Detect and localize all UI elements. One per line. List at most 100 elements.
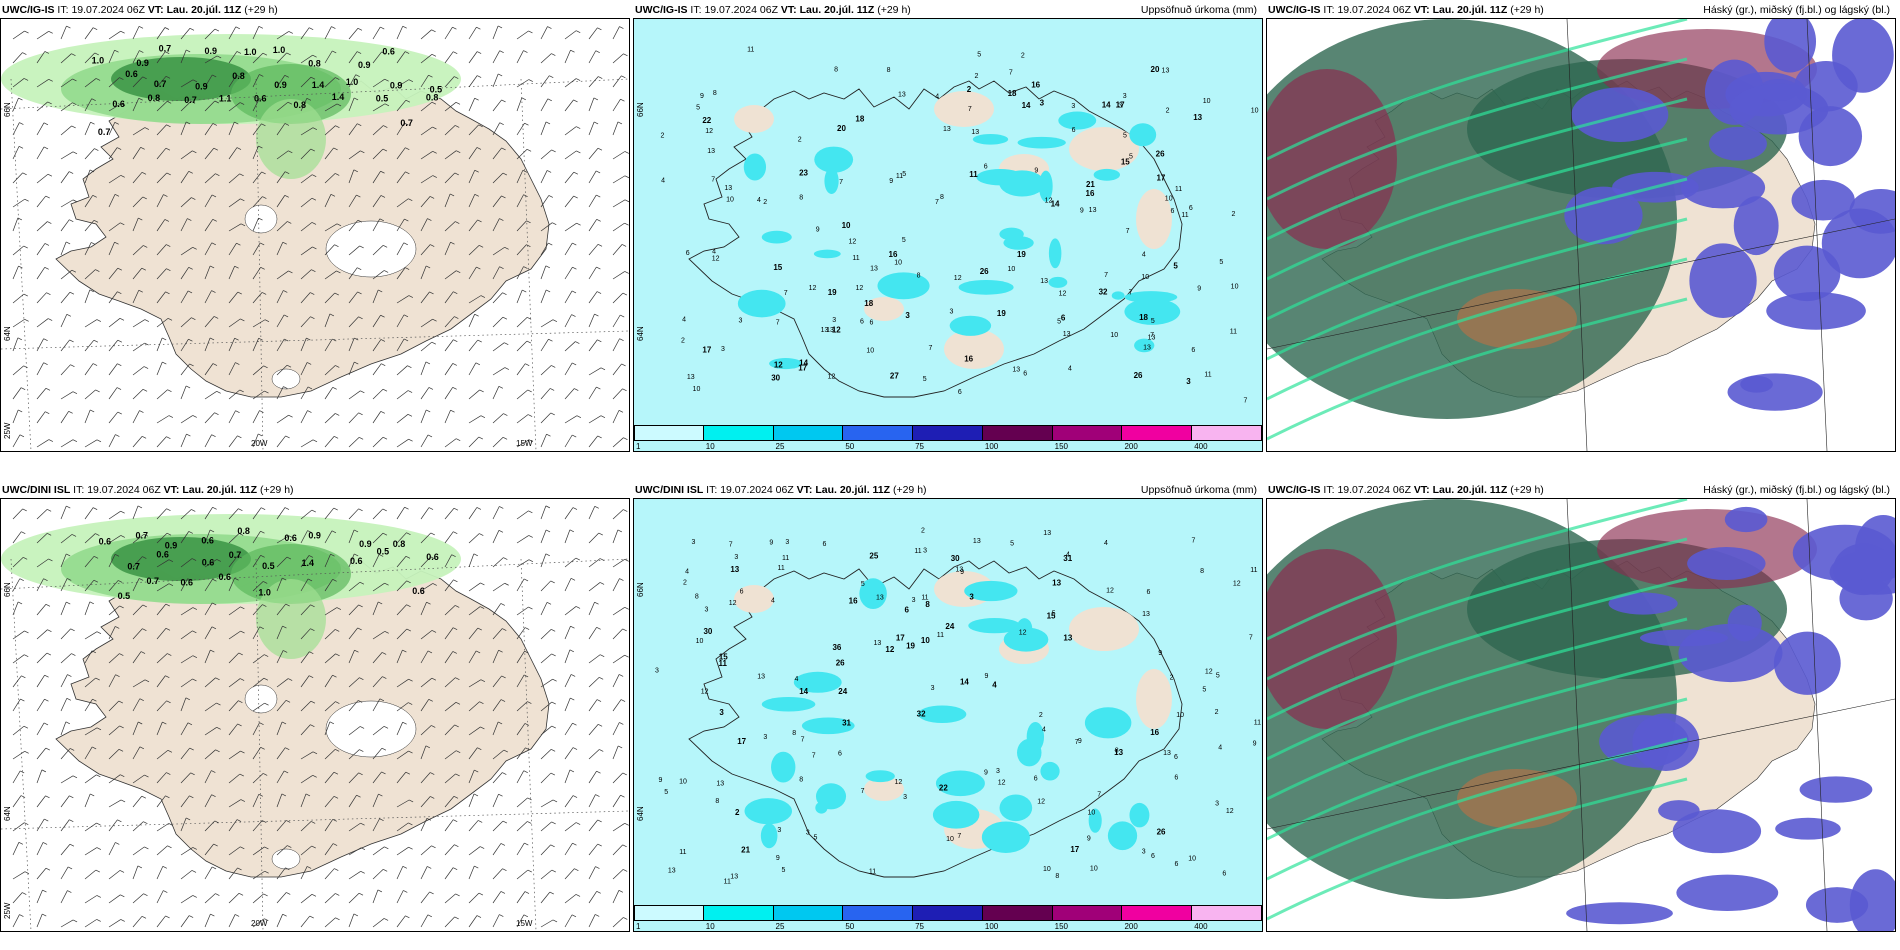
map-area: 1.0 0.9 0.7 0.9 1.0 1.0 0.8 0.9 0.6 0.5 0.6 0.7 0.9 0… — [0, 18, 630, 452]
colorbar-label: 1 — [636, 922, 641, 931]
precip-value-label: 13 — [1063, 633, 1072, 642]
latitude-label: 64N — [636, 806, 645, 821]
svg-text:5: 5 — [1052, 610, 1056, 617]
svg-text:10: 10 — [1251, 108, 1259, 115]
colorbar-swatch — [982, 905, 1053, 921]
coastline — [688, 80, 1183, 398]
colorbar-swatch — [1052, 905, 1123, 921]
svg-text:13: 13 — [1040, 278, 1048, 285]
model-name: UWC/DINI ISL — [2, 484, 71, 496]
precip-value-label: 13 — [1052, 579, 1061, 588]
svg-text:5: 5 — [1151, 318, 1155, 325]
colorbar-swatch — [703, 905, 774, 921]
svg-text:8: 8 — [940, 194, 944, 201]
svg-text:3: 3 — [1123, 93, 1127, 100]
precip-value-label: 0.6 — [112, 99, 125, 109]
it-value: 19.07.2024 06Z — [71, 4, 145, 16]
precip-value-label: 22 — [939, 783, 948, 792]
svg-text:6: 6 — [740, 589, 744, 596]
glacier — [244, 684, 278, 714]
graticule — [1, 558, 629, 931]
precip-value-label: 3 — [969, 592, 974, 601]
it-label: IT: — [1323, 484, 1335, 496]
svg-text:11: 11 — [747, 46, 754, 53]
svg-text:2: 2 — [1166, 108, 1170, 115]
svg-text:3: 3 — [1215, 800, 1219, 807]
graticule — [1267, 499, 1895, 931]
coastline — [688, 560, 1183, 878]
svg-text:7: 7 — [801, 736, 805, 743]
svg-text:11: 11 — [921, 595, 928, 602]
svg-text:2: 2 — [974, 73, 978, 80]
colorbar-label: 10 — [705, 922, 715, 931]
precip-value-label: 18 — [1008, 89, 1017, 98]
svg-text:6: 6 — [984, 164, 988, 171]
svg-text:6: 6 — [1147, 589, 1151, 596]
svg-text:7: 7 — [711, 176, 715, 183]
longitude-label: 20W — [251, 919, 268, 928]
precip-value-label: 0.9 — [390, 81, 403, 91]
svg-text:13: 13 — [955, 567, 963, 574]
precip-value-label: 11 — [969, 170, 978, 179]
model-name: UWC/IG-IS — [1268, 4, 1321, 16]
precip-value-label: 13 — [730, 565, 739, 574]
precip-value-label: 0.6 — [201, 536, 214, 546]
latitude-label: 25W — [3, 902, 12, 919]
svg-text:4: 4 — [685, 568, 689, 575]
panel-header: UWC/IG-IS IT: 19.07.2024 06Z VT: Lau. 20… — [1268, 484, 1892, 498]
svg-text:9: 9 — [1158, 650, 1162, 657]
precip-value-label: 14 — [960, 677, 969, 686]
svg-text:3: 3 — [931, 685, 935, 692]
precip-value-label: 17 — [1116, 100, 1125, 109]
it-label: IT: — [73, 484, 85, 496]
svg-text:7: 7 — [1009, 69, 1013, 76]
svg-text:7: 7 — [861, 788, 865, 795]
svg-text:6: 6 — [860, 318, 864, 325]
svg-text:6: 6 — [1170, 208, 1174, 215]
precip-value-label: 16 — [1031, 80, 1040, 89]
precip-colorbar: 1 10 25 50 75 100 150 200 400 — [634, 425, 1262, 451]
precip-value-label: 16 — [1086, 189, 1095, 198]
precip-value-label: 3 — [1040, 99, 1045, 108]
svg-text:13: 13 — [707, 148, 715, 155]
svg-text:12: 12 — [1059, 291, 1067, 298]
svg-text:7: 7 — [1097, 791, 1101, 798]
svg-text:4: 4 — [712, 248, 716, 255]
svg-text:9: 9 — [1080, 207, 1084, 214]
svg-text:13: 13 — [943, 126, 951, 133]
svg-text:3: 3 — [738, 317, 742, 324]
svg-text:12: 12 — [729, 600, 737, 607]
svg-text:13: 13 — [668, 867, 676, 874]
svg-text:11: 11 — [869, 868, 876, 875]
precip-value-label: 0.5 — [430, 85, 443, 95]
svg-text:3: 3 — [692, 539, 696, 546]
svg-text:12: 12 — [705, 128, 713, 135]
precip-value-label: 17 — [798, 364, 807, 373]
precip-value-label: 31 — [1063, 554, 1072, 563]
svg-text:11: 11 — [852, 255, 859, 262]
precip-value-label: 15 — [773, 263, 782, 272]
precip-value-label: 18 — [855, 115, 864, 124]
svg-text:3: 3 — [1071, 103, 1075, 110]
svg-text:9: 9 — [1087, 836, 1091, 843]
precip-value-label: 0.7 — [154, 79, 167, 89]
panel-cloud-ig-is-2: UWC/IG-IS IT: 19.07.2024 06Z VT: Lau. 20… — [1266, 480, 1896, 932]
svg-text:7: 7 — [839, 179, 843, 186]
svg-text:11: 11 — [1230, 329, 1237, 336]
svg-text:3: 3 — [903, 794, 907, 801]
svg-text:4: 4 — [1066, 552, 1070, 559]
glacier — [271, 848, 301, 870]
svg-text:8: 8 — [1115, 747, 1119, 754]
svg-text:11: 11 — [679, 849, 686, 856]
precip-value-label: 0.9 — [195, 81, 208, 91]
svg-text:2: 2 — [681, 338, 685, 345]
svg-text:10: 10 — [866, 348, 874, 355]
colorbar-label: 400 — [1194, 442, 1208, 451]
precip-value-label: 14 — [799, 358, 808, 367]
precip-value-label: 4 — [992, 680, 997, 689]
svg-text:12: 12 — [849, 239, 857, 246]
vt-value: Lau. 20.júl. 11Z — [1432, 4, 1508, 16]
precip-value-label: 0.6 — [284, 533, 297, 543]
latitude-label: 66N — [636, 102, 645, 117]
svg-text:13: 13 — [1142, 611, 1150, 618]
